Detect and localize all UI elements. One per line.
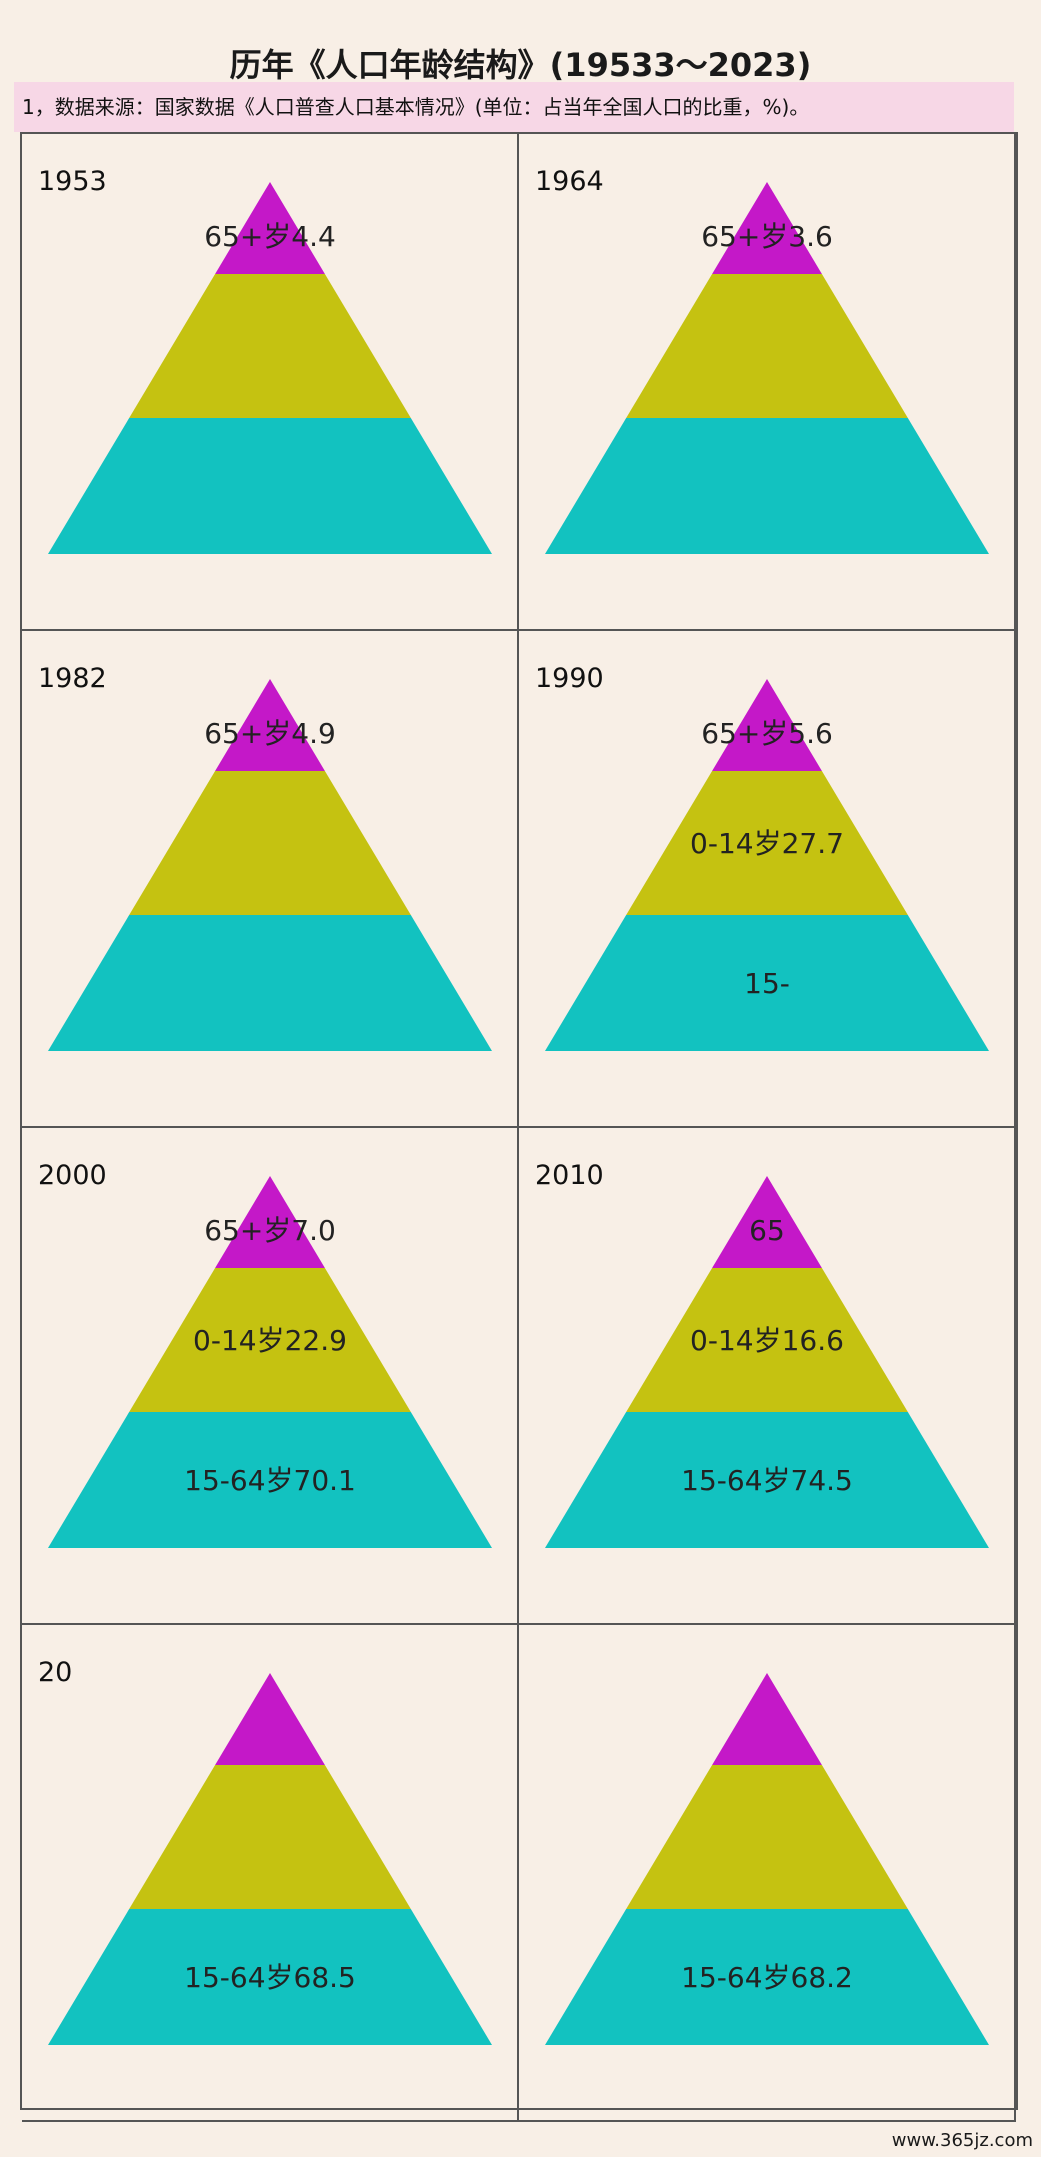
panel-year-label: 1953 xyxy=(38,166,107,197)
segment-15-64 xyxy=(545,1412,989,1548)
segment-15-64 xyxy=(48,418,492,554)
segment-15-64 xyxy=(545,418,989,554)
pyramid-panel-1990: 65+岁5.6 0-14岁27.7 15- 1990 xyxy=(519,631,1016,1128)
segment-65-plus xyxy=(215,679,325,771)
pyramid-svg: 65+岁4.9 1982 xyxy=(38,663,492,1051)
segment-15-64 xyxy=(545,1909,989,2045)
pyramid-panel-1953: 65+岁4.4 1953 xyxy=(22,134,519,631)
segment-65-plus xyxy=(215,182,325,274)
panel-year-label: 20 xyxy=(38,1657,72,1688)
chart-title: 历年《人口年龄结构》(19533～2023) xyxy=(229,46,812,84)
pyramid-panel-1964: 65+岁3.6 1964 xyxy=(519,134,1016,631)
pyramid-svg: 65+岁4.4 1953 xyxy=(38,166,492,554)
segment-15-64 xyxy=(48,1412,492,1548)
pyramid-svg: 65+岁7.0 0-14岁22.9 15-64岁70.1 2000 xyxy=(38,1160,492,1548)
segment-15-64 xyxy=(48,1909,492,2045)
segment-65-plus-label: 65+岁7.0 xyxy=(204,1214,336,1247)
segment-65-plus-label: 65+岁3.6 xyxy=(701,220,833,253)
pyramid-svg: 15-64岁68.5 20 xyxy=(38,1657,492,2045)
segment-65-plus-label: 65 xyxy=(749,1214,785,1247)
panel-year-label: 1964 xyxy=(535,166,604,197)
segment-65-plus xyxy=(712,679,822,771)
segment-15-64-label: 15-64岁68.2 xyxy=(681,1961,853,1994)
segment-0-14 xyxy=(626,274,908,418)
segment-0-14 xyxy=(626,1765,908,1909)
segment-65-plus xyxy=(215,1176,325,1268)
segment-15-64-label: 15-64岁74.5 xyxy=(681,1464,853,1497)
segment-65-plus xyxy=(215,1673,325,1765)
segment-0-14-label: 0-14岁27.7 xyxy=(690,827,844,860)
pyramid-svg: 65+岁5.6 0-14岁27.7 15- 1990 xyxy=(535,663,989,1051)
data-source-note: 1，数据来源：国家数据《人口普查人口基本情况》(单位：占当年全国人口的比重，%)… xyxy=(14,82,1014,132)
segment-0-14 xyxy=(129,771,411,915)
segment-0-14 xyxy=(626,1268,908,1412)
segment-65-plus xyxy=(712,182,822,274)
segment-15-64 xyxy=(48,915,492,1051)
pyramid-panel-20: 15-64岁68.5 20 xyxy=(22,1625,519,2122)
segment-0-14 xyxy=(129,274,411,418)
segment-0-14 xyxy=(626,771,908,915)
segment-65-plus xyxy=(712,1673,822,1765)
panel-year-label: 2010 xyxy=(535,1160,604,1191)
pyramid-panel-panel-7: 15-64岁68.2 xyxy=(519,1625,1016,2122)
pyramid-panel-2010: 65 0-14岁16.6 15-64岁74.5 2010 xyxy=(519,1128,1016,1625)
segment-15-64-label: 15- xyxy=(744,967,790,1000)
segment-65-plus-label: 65+岁4.4 xyxy=(204,220,336,253)
segment-15-64-label: 15-64岁70.1 xyxy=(184,1464,356,1497)
panel-year-label: 1990 xyxy=(535,663,604,694)
footer-watermark: www.365jz.com xyxy=(891,2130,1033,2151)
segment-0-14 xyxy=(129,1765,411,1909)
panel-year-label: 1982 xyxy=(38,663,107,694)
segment-65-plus-label: 65+岁5.6 xyxy=(701,717,833,750)
segment-65-plus-label: 65+岁4.9 xyxy=(204,717,336,750)
pyramid-svg: 65 0-14岁16.6 15-64岁74.5 2010 xyxy=(535,1160,989,1548)
segment-65-plus xyxy=(712,1176,822,1268)
pyramid-svg: 65+岁3.6 1964 xyxy=(535,166,989,554)
segment-0-14-label: 0-14岁22.9 xyxy=(193,1324,347,1357)
pyramid-svg: 15-64岁68.2 xyxy=(545,1673,989,2045)
panel-year-label: 2000 xyxy=(38,1160,107,1191)
pyramid-grid: 65+岁4.4 1953 65+岁3.6 1964 65+岁4.9 1982 65+岁5.6… xyxy=(20,132,1018,2122)
segment-15-64 xyxy=(545,915,989,1051)
pyramid-panel-2000: 65+岁7.0 0-14岁22.9 15-64岁70.1 2000 xyxy=(22,1128,519,1625)
segment-0-14-label: 0-14岁16.6 xyxy=(690,1324,844,1357)
segment-15-64-label: 15-64岁68.5 xyxy=(184,1961,356,1994)
pyramid-panel-1982: 65+岁4.9 1982 xyxy=(22,631,519,1128)
segment-0-14 xyxy=(129,1268,411,1412)
